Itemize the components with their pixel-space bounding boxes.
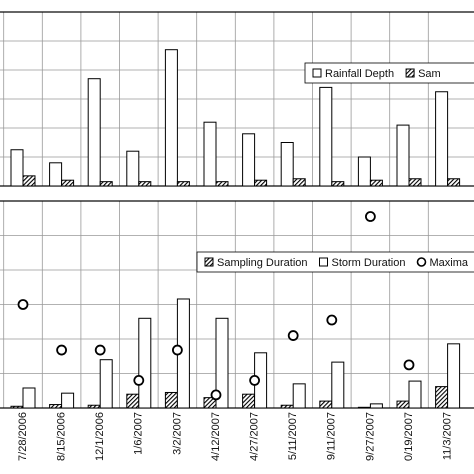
legend-box: [196, 251, 474, 273]
bar: [292, 178, 306, 187]
bar: [203, 121, 217, 187]
point: [326, 314, 338, 326]
bar: [357, 156, 371, 187]
point: [94, 344, 106, 356]
x-tick-label: 3/2/2007: [171, 412, 183, 455]
legend-box: [304, 62, 474, 84]
legend-swatch: [319, 257, 328, 267]
point: [249, 374, 261, 386]
bar: [435, 91, 449, 187]
bar: [396, 124, 410, 187]
x-tick-label: 8/15/2006: [56, 412, 68, 461]
point: [287, 330, 299, 341]
x-tick-label: 11/3/2007: [442, 412, 454, 460]
legend-label: Sam: [418, 68, 441, 80]
bar: [10, 405, 24, 409]
x-tick-label: 12/1/2006: [94, 412, 106, 461]
bar: [331, 181, 345, 187]
bar: [357, 406, 371, 409]
legend-swatch: [204, 257, 214, 267]
bar: [22, 175, 36, 187]
point: [17, 299, 29, 310]
x-tick-label: 9/27/2007: [364, 412, 376, 461]
bar: [22, 387, 36, 409]
bar: [447, 343, 461, 409]
bar: [408, 178, 422, 187]
x-tick-label: 7/28/2006: [17, 412, 29, 461]
bar: [99, 359, 113, 409]
plot-frame: [0, 200, 474, 409]
bar: [396, 400, 410, 409]
legend-label: Sampling Duration: [217, 257, 308, 269]
x-tick-label: 4/27/2007: [249, 412, 261, 461]
bar: [49, 162, 63, 187]
bar: [61, 179, 75, 187]
bar: [408, 380, 422, 409]
bar: [292, 383, 306, 409]
bar: [49, 404, 63, 409]
legend-swatch: [416, 257, 427, 267]
point: [171, 344, 183, 356]
legend-label: Storm Duration: [332, 257, 406, 269]
bar: [280, 142, 294, 187]
bar: [215, 181, 229, 187]
plot-frame: [0, 11, 474, 187]
point: [364, 211, 376, 222]
bar: [369, 179, 383, 187]
bar: [138, 317, 152, 409]
bar: [87, 78, 101, 187]
x-tick-label: 5/11/2007: [287, 412, 299, 460]
bar: [435, 386, 449, 409]
bar: [164, 391, 178, 409]
bar: [176, 181, 190, 187]
bar: [61, 392, 75, 409]
legend-label: Maxima: [429, 257, 468, 269]
legend-swatch: [405, 68, 415, 78]
x-tick-label: 9/11/2007: [326, 412, 338, 460]
bar: [215, 317, 229, 409]
bar: [126, 393, 140, 409]
bar: [164, 49, 178, 187]
bar: [254, 179, 268, 187]
x-tick-label: 4/12/2007: [210, 412, 222, 461]
bar: [10, 149, 24, 187]
bar: [99, 181, 113, 187]
bar: [87, 404, 101, 409]
point: [133, 374, 145, 386]
bar: [242, 133, 256, 187]
bar: [319, 86, 333, 187]
x-tick-label: 1/6/2007: [133, 412, 145, 455]
bar: [369, 403, 383, 409]
point: [56, 344, 67, 356]
bar: [447, 178, 461, 187]
x-tick-label: 0/19/2007: [403, 412, 415, 461]
point: [403, 359, 415, 371]
point: [210, 389, 222, 401]
bar: [242, 393, 256, 409]
bar: [280, 404, 294, 409]
bar: [319, 400, 333, 409]
bar: [331, 361, 345, 409]
legend-swatch: [312, 68, 322, 78]
bar: [138, 181, 152, 187]
legend-label: Rainfall Depth: [325, 68, 394, 80]
bar: [126, 150, 140, 187]
